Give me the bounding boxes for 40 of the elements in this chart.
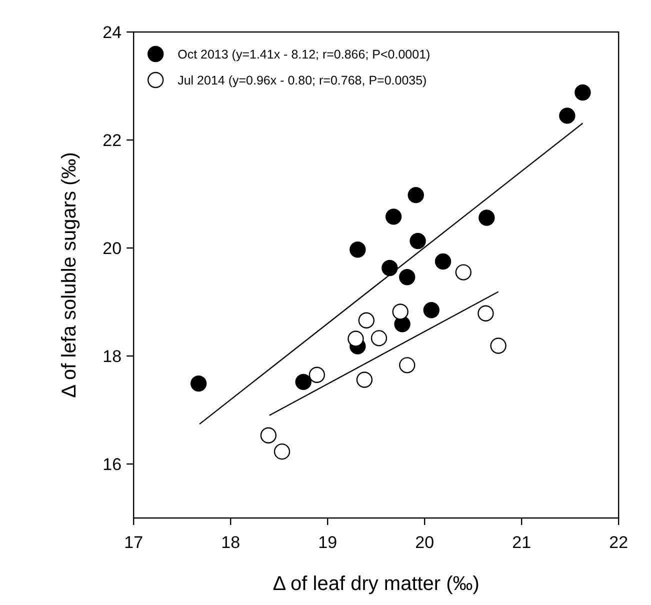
y-tick-label: 16 [102, 454, 122, 474]
point [348, 330, 364, 347]
y-tick-label: 20 [102, 238, 122, 258]
y-tick-label: 22 [102, 130, 122, 150]
point [408, 186, 424, 204]
x-tick-label: 20 [415, 533, 434, 552]
legend-label: Jul 2014 (y=0.96x - 0.80; r=0.768, P=0.0035) [178, 73, 427, 88]
point [574, 84, 591, 101]
point [392, 304, 408, 320]
y-axis-title: Δ of lefa soluble sugars (‰) [58, 152, 81, 398]
point [190, 375, 207, 392]
point [410, 232, 426, 250]
x-tick-label: 21 [512, 533, 532, 552]
point [490, 338, 506, 354]
point [356, 372, 373, 388]
x-tick-label: 22 [609, 533, 628, 552]
legend-label: Oct 2013 (y=1.41x - 8.12; r=0.866; P<0.0001) [178, 47, 430, 62]
point [260, 427, 277, 444]
point [399, 269, 416, 286]
point [399, 357, 416, 374]
point [434, 253, 452, 270]
point [478, 305, 494, 322]
x-tick-label: 19 [318, 533, 338, 552]
point [423, 302, 440, 318]
point [274, 443, 290, 460]
y-tick-label: 24 [102, 22, 122, 42]
point [455, 264, 472, 280]
point [295, 374, 312, 390]
point [382, 260, 398, 276]
point [308, 366, 326, 383]
x-tick-label: 18 [221, 533, 240, 552]
point [370, 330, 388, 346]
point [478, 210, 495, 226]
x-axis-title: Δ of leaf dry matter (‰) [272, 573, 480, 595]
point [559, 108, 576, 124]
point [385, 208, 402, 225]
point [358, 312, 374, 328]
point [350, 242, 366, 258]
y-tick-label: 18 [102, 346, 122, 366]
x-tick-label: 17 [124, 533, 144, 552]
